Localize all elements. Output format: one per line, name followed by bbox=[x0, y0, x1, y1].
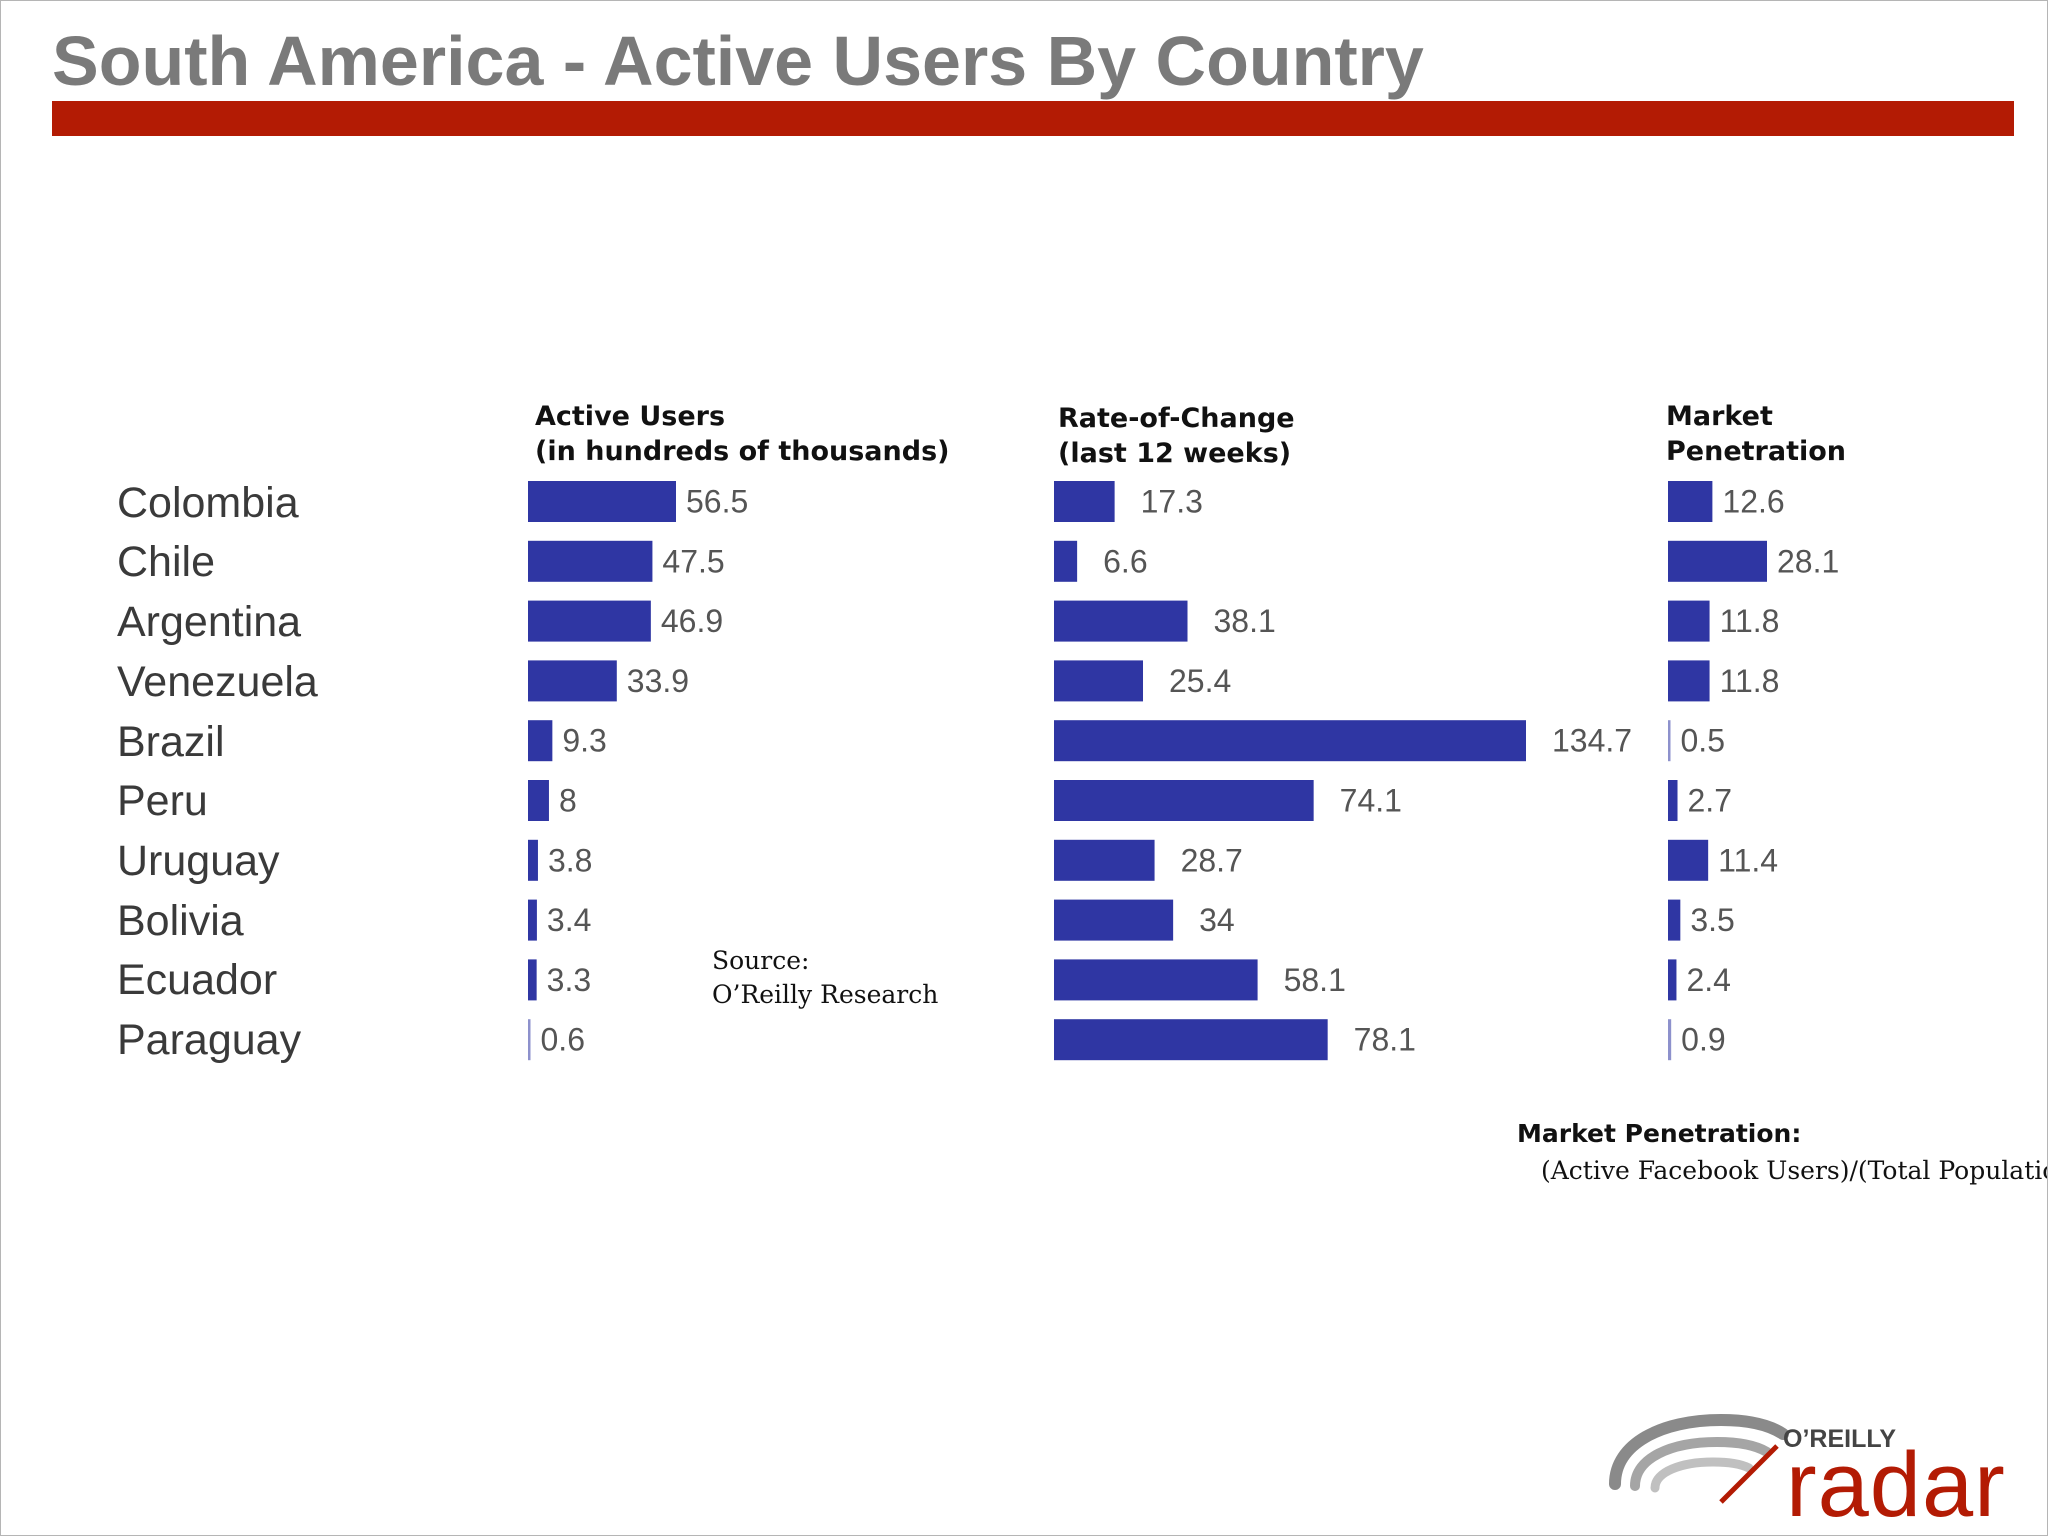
data-label-rate-of-change: 28.7 bbox=[1181, 842, 1243, 878]
bar-active-users bbox=[528, 1019, 531, 1061]
country-label: Brazil bbox=[117, 718, 225, 766]
bar-market-penetration bbox=[1668, 899, 1681, 941]
column-heading-line1: Active Users bbox=[535, 401, 726, 432]
data-label-market-penetration: 2.7 bbox=[1688, 783, 1732, 819]
logo-wordmark-small: O’REILLY bbox=[1783, 1425, 1896, 1453]
data-label-market-penetration: 0.5 bbox=[1681, 723, 1725, 759]
bar-market-penetration bbox=[1668, 660, 1710, 702]
bar-market-penetration bbox=[1668, 780, 1678, 821]
bar-market-penetration bbox=[1668, 540, 1767, 582]
column-heading-market-penetration: Market Penetration bbox=[1666, 399, 1846, 469]
bar-active-users bbox=[528, 839, 538, 881]
column-heading-line1: Market bbox=[1666, 401, 1773, 432]
data-label-active-users: 8 bbox=[559, 783, 577, 819]
radar-logo-icon bbox=[1609, 1413, 1789, 1504]
bar-rate-of-change bbox=[1054, 720, 1526, 762]
bar-rate-of-change bbox=[1054, 660, 1144, 702]
source-note: Source: O’Reilly Research bbox=[712, 944, 938, 1012]
bar-rate-of-change bbox=[1054, 839, 1155, 881]
bar-active-users bbox=[528, 600, 651, 642]
bar-market-penetration bbox=[1668, 481, 1713, 522]
data-label-active-users: 9.3 bbox=[562, 723, 606, 759]
bar-rate-of-change bbox=[1054, 1019, 1328, 1061]
bar-market-penetration bbox=[1668, 839, 1709, 881]
country-label: Argentina bbox=[117, 598, 302, 646]
column-heading-line2: (last 12 weeks) bbox=[1058, 438, 1292, 469]
column-heading-line2: Penetration bbox=[1666, 436, 1847, 467]
data-label-rate-of-change: 34 bbox=[1199, 902, 1235, 938]
data-label-market-penetration: 3.5 bbox=[1690, 902, 1734, 938]
bar-rate-of-change bbox=[1054, 540, 1078, 582]
page-title: South America - Active Users By Country bbox=[52, 22, 1424, 100]
data-label-rate-of-change: 134.7 bbox=[1552, 723, 1632, 759]
bar-market-penetration bbox=[1668, 600, 1710, 642]
bar-active-users bbox=[528, 959, 537, 1001]
data-label-market-penetration: 0.9 bbox=[1681, 1022, 1725, 1058]
country-label: Peru bbox=[117, 777, 208, 825]
column-heading-line1: Rate-of-Change bbox=[1058, 403, 1295, 434]
bar-active-users bbox=[528, 720, 553, 762]
data-label-rate-of-change: 78.1 bbox=[1354, 1022, 1416, 1058]
country-label: Venezuela bbox=[117, 658, 318, 706]
bar-active-users bbox=[528, 660, 617, 702]
bar-rate-of-change bbox=[1054, 600, 1188, 642]
country-label: Paraguay bbox=[117, 1016, 302, 1064]
data-label-active-users: 46.9 bbox=[661, 603, 723, 639]
logo-wordmark: radar bbox=[1786, 1434, 2006, 1536]
data-label-rate-of-change: 74.1 bbox=[1340, 783, 1402, 819]
data-label-rate-of-change: 17.3 bbox=[1141, 484, 1203, 520]
column-heading-rate-of-change: Rate-of-Change (last 12 weeks) bbox=[1058, 401, 1295, 471]
data-label-rate-of-change: 6.6 bbox=[1103, 543, 1147, 579]
bar-active-users bbox=[528, 540, 653, 582]
footnote-heading: Market Penetration: bbox=[1517, 1119, 1802, 1148]
bar-market-penetration bbox=[1668, 720, 1671, 762]
data-label-active-users: 3.4 bbox=[547, 902, 591, 938]
bar-market-penetration bbox=[1668, 1019, 1672, 1061]
bar-rate-of-change bbox=[1054, 899, 1174, 941]
data-label-rate-of-change: 58.1 bbox=[1284, 962, 1346, 998]
bar-rate-of-change bbox=[1054, 959, 1258, 1001]
data-label-active-users: 3.8 bbox=[548, 842, 592, 878]
data-label-active-users: 56.5 bbox=[686, 484, 748, 520]
source-name: O’Reilly Research bbox=[712, 980, 939, 1009]
data-label-market-penetration: 28.1 bbox=[1777, 543, 1839, 579]
source-label: Source: bbox=[712, 946, 810, 975]
data-label-market-penetration: 11.8 bbox=[1720, 603, 1780, 639]
data-label-active-users: 47.5 bbox=[662, 543, 724, 579]
bar-active-users bbox=[528, 481, 676, 522]
bar-market-penetration bbox=[1668, 959, 1677, 1001]
data-label-market-penetration: 11.8 bbox=[1720, 663, 1780, 699]
bar-active-users bbox=[528, 780, 549, 821]
data-label-market-penetration: 11.4 bbox=[1718, 842, 1778, 878]
data-label-active-users: 0.6 bbox=[541, 1022, 585, 1058]
title-underline-bar bbox=[52, 101, 2014, 136]
data-label-rate-of-change: 25.4 bbox=[1169, 663, 1231, 699]
data-label-rate-of-change: 38.1 bbox=[1214, 603, 1276, 639]
bar-rate-of-change bbox=[1054, 481, 1115, 522]
bar-rate-of-change bbox=[1054, 780, 1314, 821]
data-label-market-penetration: 12.6 bbox=[1722, 484, 1784, 520]
country-label: Ecuador bbox=[117, 956, 278, 1004]
country-label: Uruguay bbox=[117, 837, 280, 885]
country-label: Colombia bbox=[117, 479, 299, 527]
column-heading-active-users: Active Users (in hundreds of thousands) bbox=[535, 399, 949, 469]
footnote-body: (Active Facebook Users)/(Total Populatio… bbox=[1541, 1156, 2048, 1185]
country-label: Chile bbox=[117, 538, 215, 586]
data-label-active-users: 3.3 bbox=[547, 962, 591, 998]
bar-active-users bbox=[528, 899, 537, 941]
column-heading-line2: (in hundreds of thousands) bbox=[535, 436, 950, 467]
data-label-active-users: 33.9 bbox=[627, 663, 689, 699]
data-label-market-penetration: 2.4 bbox=[1686, 962, 1730, 998]
country-label: Bolivia bbox=[117, 897, 244, 945]
